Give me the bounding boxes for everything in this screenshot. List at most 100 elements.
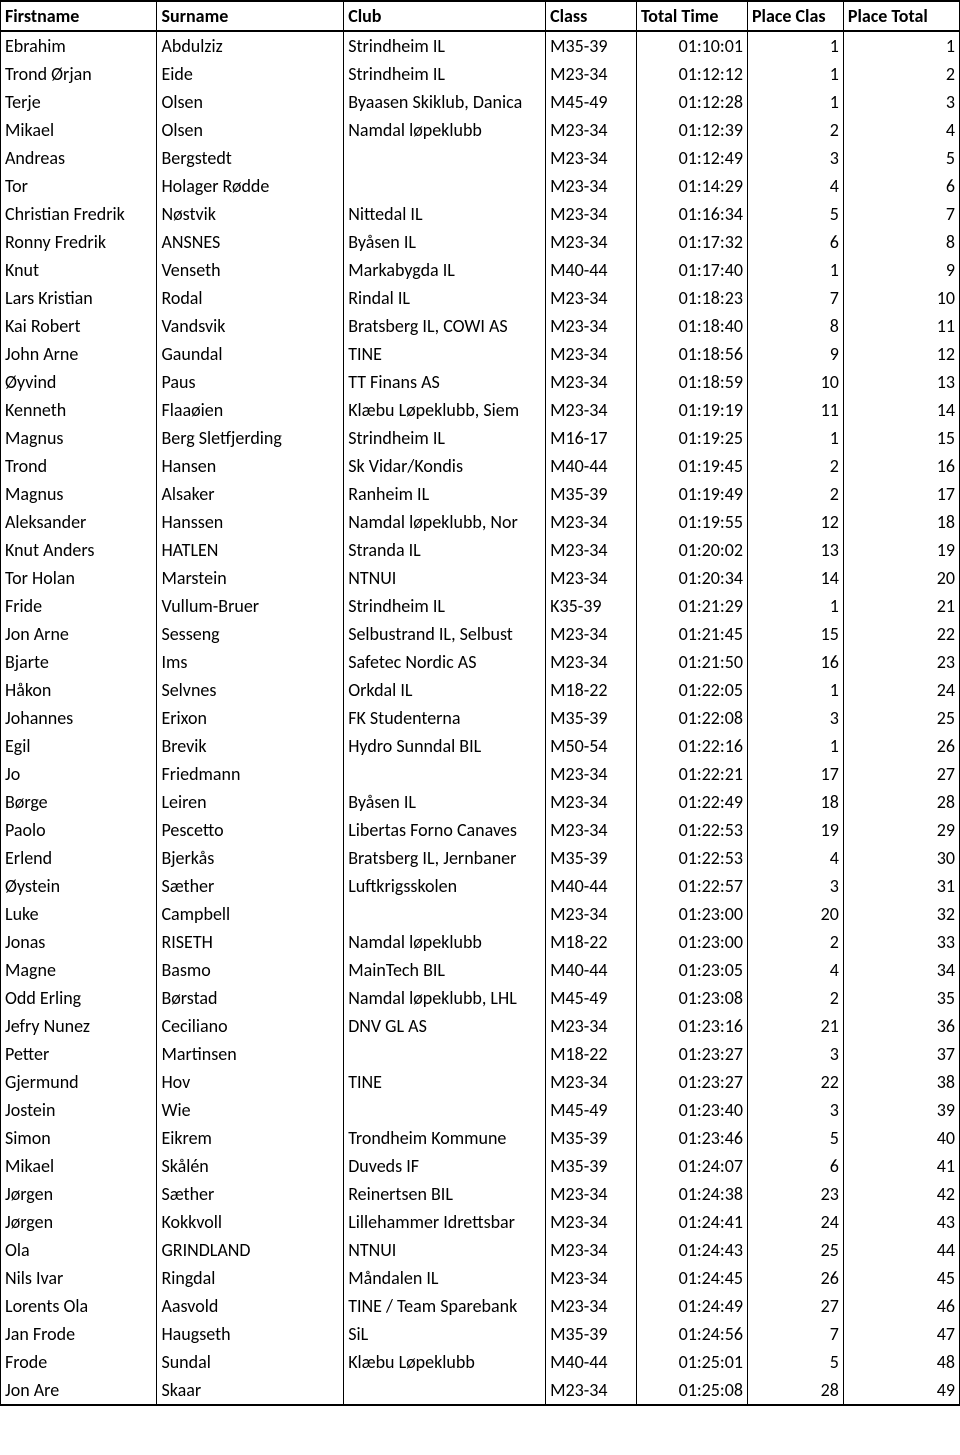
cell-surname: Hanssen xyxy=(157,508,344,536)
table-row: JonasRISETHNamdal løpeklubbM18-2201:23:0… xyxy=(1,928,960,956)
cell-firstname: Jefry Nunez xyxy=(1,1012,157,1040)
cell-club: Namdal løpeklubb, LHL xyxy=(344,984,546,1012)
cell-surname: Rodal xyxy=(157,284,344,312)
cell-class: M23-34 xyxy=(546,1180,637,1208)
cell-firstname: Lorents Ola xyxy=(1,1292,157,1320)
table-row: OlaGRINDLANDNTNUIM23-3401:24:432544 xyxy=(1,1236,960,1264)
cell-placeclass: 13 xyxy=(747,536,843,564)
cell-class: M23-34 xyxy=(546,648,637,676)
cell-placetotal: 47 xyxy=(843,1320,959,1348)
cell-placeclass: 16 xyxy=(747,648,843,676)
cell-time: 01:22:49 xyxy=(636,788,747,816)
cell-club: MainTech BIL xyxy=(344,956,546,984)
cell-club: Orkdal IL xyxy=(344,676,546,704)
cell-time: 01:23:27 xyxy=(636,1040,747,1068)
cell-firstname: Mikael xyxy=(1,116,157,144)
cell-club: Bratsberg IL, Jernbaner xyxy=(344,844,546,872)
cell-class: M40-44 xyxy=(546,256,637,284)
table-row: JørgenKokkvollLillehammer IdrettsbarM23-… xyxy=(1,1208,960,1236)
cell-time: 01:12:49 xyxy=(636,144,747,172)
cell-surname: Vullum-Bruer xyxy=(157,592,344,620)
cell-firstname: Jo xyxy=(1,760,157,788)
cell-surname: Skaar xyxy=(157,1376,344,1405)
cell-firstname: Ola xyxy=(1,1236,157,1264)
cell-firstname: Aleksander xyxy=(1,508,157,536)
cell-placeclass: 3 xyxy=(747,144,843,172)
cell-surname: Sæther xyxy=(157,1180,344,1208)
cell-placetotal: 3 xyxy=(843,88,959,116)
cell-class: M23-34 xyxy=(546,564,637,592)
cell-class: M40-44 xyxy=(546,1348,637,1376)
table-row: Jan FrodeHaugsethSiLM35-3901:24:56747 xyxy=(1,1320,960,1348)
table-row: JohannesErixonFK StudenternaM35-3901:22:… xyxy=(1,704,960,732)
cell-club: DNV GL AS xyxy=(344,1012,546,1040)
cell-surname: Hansen xyxy=(157,452,344,480)
cell-firstname: Øystein xyxy=(1,872,157,900)
cell-surname: Olsen xyxy=(157,88,344,116)
cell-firstname: Johannes xyxy=(1,704,157,732)
cell-placetotal: 44 xyxy=(843,1236,959,1264)
cell-surname: Holager Rødde xyxy=(157,172,344,200)
cell-time: 01:24:56 xyxy=(636,1320,747,1348)
cell-club: Bratsberg IL, COWI AS xyxy=(344,312,546,340)
cell-time: 01:23:40 xyxy=(636,1096,747,1124)
cell-placeclass: 2 xyxy=(747,928,843,956)
cell-time: 01:24:07 xyxy=(636,1152,747,1180)
cell-class: M23-34 xyxy=(546,1208,637,1236)
cell-time: 01:22:53 xyxy=(636,844,747,872)
table-row: Nils IvarRingdalMåndalen ILM23-3401:24:4… xyxy=(1,1264,960,1292)
cell-club: TT Finans AS xyxy=(344,368,546,396)
cell-placeclass: 1 xyxy=(747,31,843,60)
cell-placeclass: 1 xyxy=(747,592,843,620)
cell-placeclass: 1 xyxy=(747,424,843,452)
cell-class: M23-34 xyxy=(546,620,637,648)
cell-time: 01:14:29 xyxy=(636,172,747,200)
cell-placetotal: 43 xyxy=(843,1208,959,1236)
cell-placetotal: 39 xyxy=(843,1096,959,1124)
cell-surname: Ceciliano xyxy=(157,1012,344,1040)
cell-surname: Abdulziz xyxy=(157,31,344,60)
table-row: MikaelOlsenNamdal løpeklubbM23-3401:12:3… xyxy=(1,116,960,144)
cell-time: 01:19:55 xyxy=(636,508,747,536)
cell-firstname: Jørgen xyxy=(1,1180,157,1208)
cell-placeclass: 3 xyxy=(747,1096,843,1124)
cell-club: Klæbu Løpeklubb, Siem xyxy=(344,396,546,424)
cell-class: M23-34 xyxy=(546,396,637,424)
cell-class: M35-39 xyxy=(546,1124,637,1152)
cell-placetotal: 1 xyxy=(843,31,959,60)
cell-surname: Haugseth xyxy=(157,1320,344,1348)
cell-placeclass: 1 xyxy=(747,676,843,704)
cell-placetotal: 17 xyxy=(843,480,959,508)
cell-surname: Campbell xyxy=(157,900,344,928)
cell-firstname: Fride xyxy=(1,592,157,620)
cell-placetotal: 40 xyxy=(843,1124,959,1152)
cell-time: 01:21:45 xyxy=(636,620,747,648)
cell-class: M16-17 xyxy=(546,424,637,452)
cell-placeclass: 2 xyxy=(747,116,843,144)
cell-placeclass: 6 xyxy=(747,1152,843,1180)
cell-placeclass: 22 xyxy=(747,1068,843,1096)
table-row: MikaelSkålénDuveds IFM35-3901:24:07641 xyxy=(1,1152,960,1180)
cell-placeclass: 1 xyxy=(747,732,843,760)
cell-surname: Leiren xyxy=(157,788,344,816)
cell-placeclass: 21 xyxy=(747,1012,843,1040)
cell-placetotal: 32 xyxy=(843,900,959,928)
cell-surname: Aasvold xyxy=(157,1292,344,1320)
cell-placeclass: 23 xyxy=(747,1180,843,1208)
table-row: HåkonSelvnesOrkdal ILM18-2201:22:05124 xyxy=(1,676,960,704)
cell-placeclass: 9 xyxy=(747,340,843,368)
cell-firstname: Jostein xyxy=(1,1096,157,1124)
cell-firstname: Mikael xyxy=(1,1152,157,1180)
table-row: Christian FredrikNøstvikNittedal ILM23-3… xyxy=(1,200,960,228)
cell-placeclass: 18 xyxy=(747,788,843,816)
cell-placeclass: 10 xyxy=(747,368,843,396)
cell-placetotal: 26 xyxy=(843,732,959,760)
cell-class: M23-34 xyxy=(546,228,637,256)
cell-surname: Vandsvik xyxy=(157,312,344,340)
cell-surname: Hov xyxy=(157,1068,344,1096)
table-body: EbrahimAbdulzizStrindheim ILM35-3901:10:… xyxy=(1,31,960,1405)
cell-class: M18-22 xyxy=(546,928,637,956)
table-row: JørgenSætherReinertsen BILM23-3401:24:38… xyxy=(1,1180,960,1208)
cell-surname: ANSNES xyxy=(157,228,344,256)
cell-placeclass: 1 xyxy=(747,88,843,116)
